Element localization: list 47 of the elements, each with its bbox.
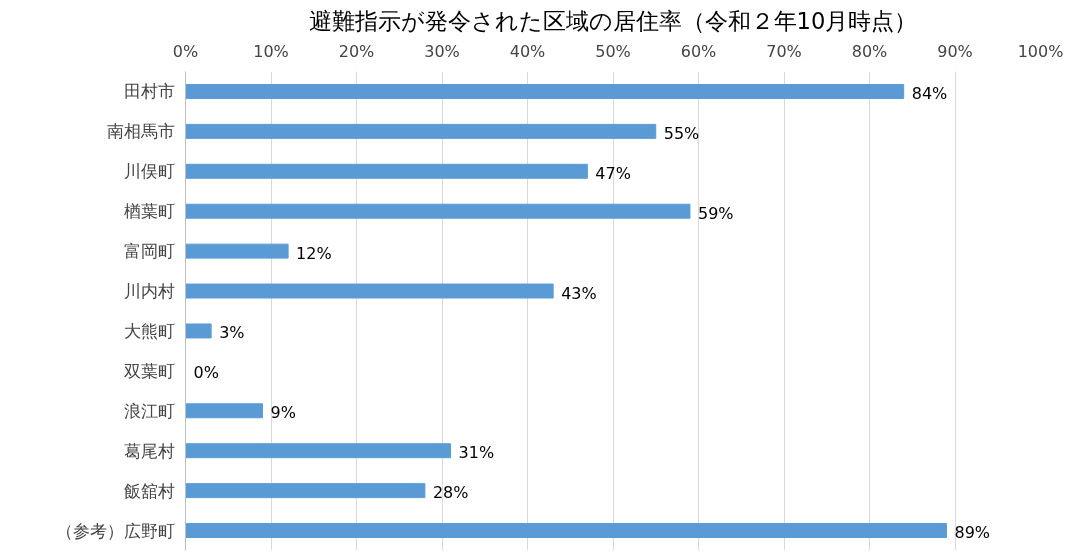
data-label: 31% <box>458 443 495 463</box>
data-label: 84% <box>911 83 948 103</box>
x-tick-label: 80% <box>851 41 888 61</box>
bar <box>185 523 947 539</box>
bar <box>185 443 452 459</box>
x-tick-label: 90% <box>937 41 973 61</box>
data-label: 43% <box>561 283 597 303</box>
y-tick-label: （参考）広野町 <box>55 520 175 541</box>
data-label: 0% <box>193 363 219 383</box>
data-label: 89% <box>954 523 991 543</box>
y-tick-label: 楢葉町 <box>123 201 175 222</box>
y-tick-label: 田村市 <box>123 81 175 102</box>
data-label: 59% <box>697 203 734 223</box>
chart-title: 避難指示が発令された区域の居住率（令和２年10月時点） <box>308 7 918 34</box>
y-tick-label: 川内村 <box>123 281 175 302</box>
x-tick-label: 70% <box>766 41 802 61</box>
data-label: 28% <box>432 483 469 503</box>
data-label: 9% <box>270 403 296 423</box>
x-tick-label: 60% <box>680 41 717 61</box>
bar <box>185 163 588 179</box>
bar <box>185 83 905 99</box>
bar <box>185 243 289 259</box>
x-tick-label: 30% <box>424 41 460 61</box>
bar <box>185 123 657 139</box>
y-tick-label: 南相馬市 <box>106 121 175 142</box>
x-tick-label: 0% <box>172 41 199 61</box>
bar <box>185 203 691 219</box>
y-tick-label: 川俣町 <box>123 161 175 182</box>
data-label: 55% <box>663 123 700 143</box>
x-tick-label: 20% <box>338 41 375 61</box>
data-label: 3% <box>219 323 245 343</box>
x-tick-label: 100% <box>1017 41 1064 61</box>
bar <box>185 283 554 299</box>
x-tick-label: 50% <box>595 41 631 61</box>
data-label: 12% <box>296 243 332 263</box>
x-tick-label: 10% <box>253 41 289 61</box>
y-tick-label: 富岡町 <box>123 241 175 262</box>
bar <box>185 323 212 339</box>
x-tick-label: 40% <box>509 41 546 61</box>
bar <box>185 403 263 419</box>
y-tick-label: 葛尾村 <box>123 440 175 461</box>
bar <box>185 483 426 499</box>
y-tick-label: 浪江町 <box>123 400 175 421</box>
data-label: 47% <box>595 163 631 183</box>
y-tick-label: 大熊町 <box>123 320 175 341</box>
y-tick-label: 飯舘村 <box>123 480 175 501</box>
y-tick-label: 双葉町 <box>123 360 175 381</box>
